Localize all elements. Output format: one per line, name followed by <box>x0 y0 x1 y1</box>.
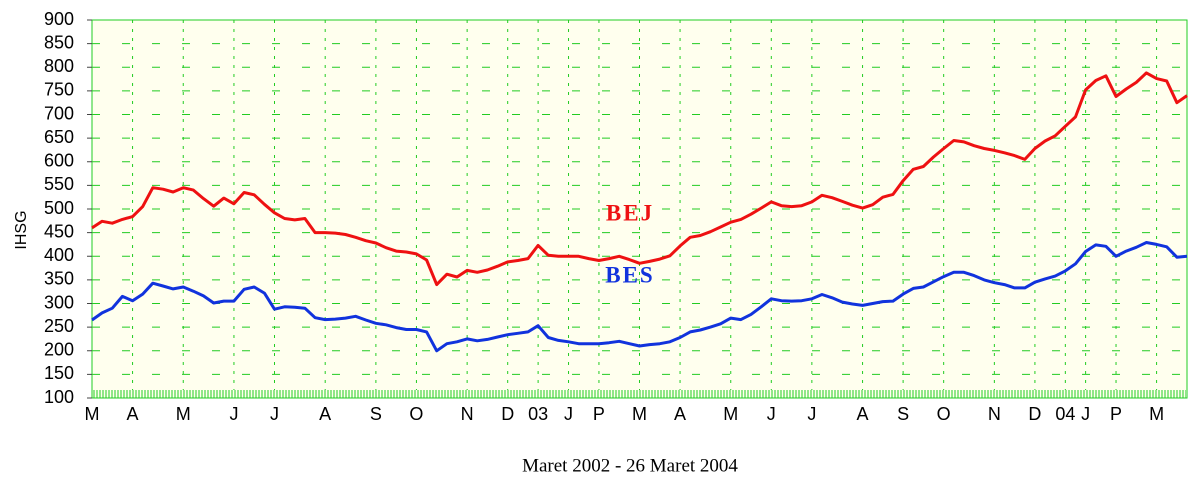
x-tick-label: S <box>897 404 909 424</box>
y-tick-label: 400 <box>44 245 74 265</box>
x-tick-label: J <box>564 404 573 424</box>
y-tick-label: 250 <box>44 316 74 336</box>
x-axis-label: Maret 2002 - 26 Maret 2004 <box>522 455 738 476</box>
x-tick-label: O <box>409 404 423 424</box>
y-tick-label: 100 <box>44 387 74 407</box>
x-tick-label: J <box>270 404 279 424</box>
y-tick-label: 900 <box>44 9 74 29</box>
x-tick-label: J <box>229 404 238 424</box>
y-tick-label: 800 <box>44 56 74 76</box>
y-tick-label: 650 <box>44 127 74 147</box>
x-tick-label: D <box>1028 404 1041 424</box>
y-tick-label: 200 <box>44 340 74 360</box>
y-tick-label: 850 <box>44 32 74 52</box>
y-tick-label: 350 <box>44 269 74 289</box>
x-tick-label: N <box>988 404 1001 424</box>
y-axis-label: IHSG <box>13 210 30 249</box>
x-tick-label: J <box>1081 404 1090 424</box>
x-tick-label: M <box>176 404 191 424</box>
x-tick-label: A <box>857 404 869 424</box>
x-tick-label: A <box>674 404 686 424</box>
x-tick-label: 03 <box>528 404 548 424</box>
bottom-band <box>93 390 1186 398</box>
x-tick-label: S <box>370 404 382 424</box>
y-tick-label: 600 <box>44 151 74 171</box>
y-tick-label: 450 <box>44 221 74 241</box>
x-tick-label: P <box>1110 404 1122 424</box>
x-tick-label: N <box>461 404 474 424</box>
annotation: BES <box>605 262 654 287</box>
x-tick-label: M <box>632 404 647 424</box>
y-tick-label: 550 <box>44 174 74 194</box>
x-tick-label: J <box>767 404 776 424</box>
x-tick-label: D <box>501 404 514 424</box>
y-tick-label: 300 <box>44 292 74 312</box>
x-tick-label: P <box>593 404 605 424</box>
x-tick-label: 04 <box>1055 404 1075 424</box>
y-tick-label: 750 <box>44 80 74 100</box>
y-tick-label: 500 <box>44 198 74 218</box>
x-tick-label: O <box>937 404 951 424</box>
x-tick-label: A <box>319 404 331 424</box>
series-line <box>91 241 1188 353</box>
x-tick-label: M <box>85 404 100 424</box>
x-tick-label: M <box>1149 404 1164 424</box>
x-tick-label: M <box>723 404 738 424</box>
x-tick-label: A <box>127 404 139 424</box>
y-tick-label: 700 <box>44 103 74 123</box>
series-line <box>91 71 1188 287</box>
annotation: BEJ <box>606 200 654 225</box>
y-tick-label: 150 <box>44 363 74 383</box>
x-tick-label: J <box>807 404 816 424</box>
